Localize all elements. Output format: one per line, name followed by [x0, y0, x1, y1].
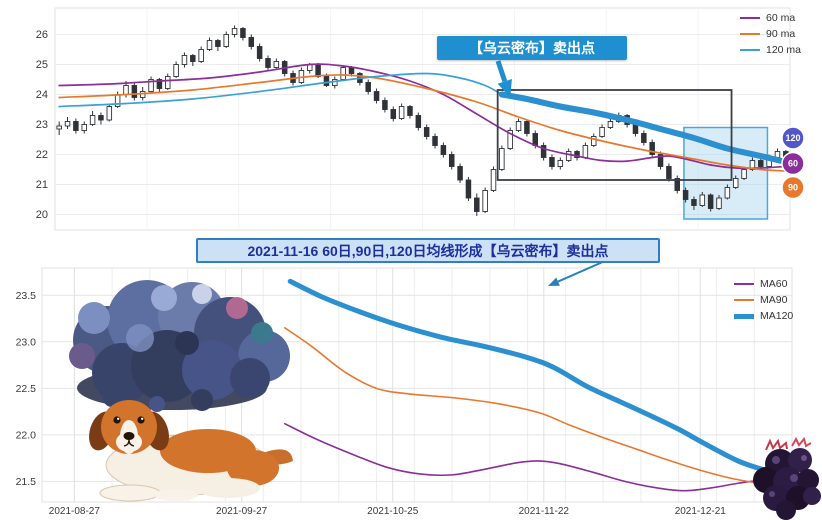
- sell-point-callout-text: 【乌云密布】卖出点: [469, 40, 595, 56]
- legend-label-ma90: MA90: [760, 294, 788, 306]
- dog-head: [89, 400, 169, 454]
- illustrations-layer: [69, 280, 821, 520]
- legend-label-60ma: 60 ma: [766, 12, 796, 24]
- legend-item-ma120: MA120: [734, 310, 793, 322]
- svg-text:24: 24: [36, 89, 48, 101]
- legend-label-ma60: MA60: [760, 278, 788, 290]
- svg-text:21.5: 21.5: [16, 476, 37, 488]
- legend-item-90ma: 90 ma: [740, 28, 801, 40]
- event-banner-text: 2021-11-16 60日,90日,120日均线形成【乌云密布】卖出点: [247, 242, 609, 259]
- svg-text:2021-12-21: 2021-12-21: [675, 506, 727, 517]
- svg-text:20: 20: [36, 209, 48, 221]
- legend-swatch-120ma: [740, 49, 760, 51]
- svg-text:22: 22: [36, 149, 48, 161]
- svg-text:60: 60: [788, 159, 798, 169]
- svg-text:120: 120: [785, 133, 800, 143]
- legend-item-120ma: 120 ma: [740, 44, 801, 56]
- legend-swatch-ma120: [734, 313, 754, 319]
- berry-cloud-illustration: [753, 436, 821, 520]
- legend-item-60ma: 60 ma: [740, 12, 801, 24]
- svg-text:26: 26: [36, 29, 48, 41]
- legend-item-ma90: MA90: [734, 294, 793, 306]
- sell-point-callout: 【乌云密布】卖出点: [437, 36, 627, 60]
- dog-illustration: [89, 400, 293, 502]
- svg-text:23.0: 23.0: [16, 336, 37, 348]
- svg-text:22.0: 22.0: [16, 429, 37, 441]
- bottom-chart-legend: MA60 MA90 MA120: [734, 278, 793, 322]
- legend-item-ma60: MA60: [734, 278, 793, 290]
- svg-text:23: 23: [36, 119, 48, 131]
- top-chart-legend: 60 ma 90 ma 120 ma: [740, 12, 801, 56]
- svg-text:2021-09-27: 2021-09-27: [216, 506, 268, 517]
- storm-cloud-illustration: [69, 280, 290, 412]
- callout-arrow: [495, 60, 512, 98]
- svg-text:23.5: 23.5: [16, 290, 37, 302]
- legend-swatch-60ma: [740, 17, 760, 19]
- price-badges: 120 60 90: [781, 126, 805, 200]
- top-chart-axes: 26 25 24 23 22 21 20: [36, 7, 791, 231]
- svg-text:2021-08-27: 2021-08-27: [49, 506, 101, 517]
- legend-swatch-ma90: [734, 299, 754, 301]
- svg-text:22.5: 22.5: [16, 383, 37, 395]
- legend-label-120ma: 120 ma: [766, 44, 802, 56]
- legend-label-90ma: 90 ma: [766, 28, 796, 40]
- svg-text:2021-10-25: 2021-10-25: [367, 506, 419, 517]
- legend-swatch-ma60: [734, 283, 754, 285]
- dark-cloud-shaded-region: [683, 126, 769, 220]
- top-ma-lines: [58, 63, 789, 172]
- legend-swatch-90ma: [740, 33, 760, 35]
- svg-text:90: 90: [788, 183, 798, 193]
- legend-label-ma120: MA120: [760, 310, 794, 322]
- bottom-ma-lines: [284, 278, 768, 492]
- svg-text:2021-11-22: 2021-11-22: [519, 506, 570, 517]
- event-banner: 2021-11-16 60日,90日,120日均线形成【乌云密布】卖出点: [196, 238, 660, 263]
- svg-text:21: 21: [36, 179, 48, 191]
- highlight-box: [496, 89, 733, 181]
- svg-text:25: 25: [36, 59, 48, 71]
